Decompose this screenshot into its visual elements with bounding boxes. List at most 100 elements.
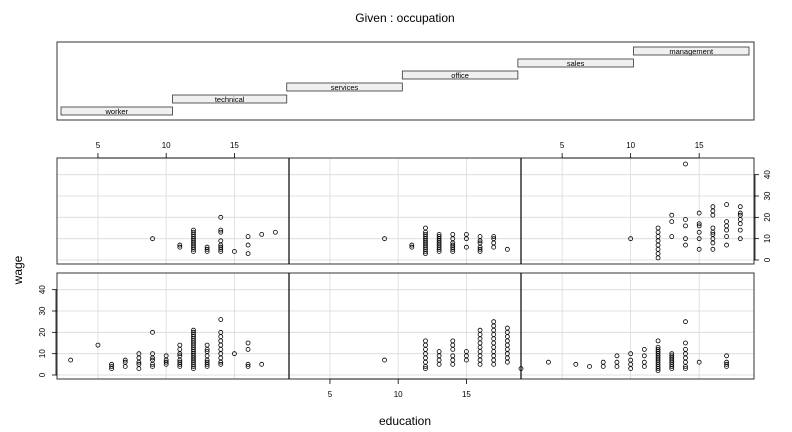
data-point (204, 246, 210, 252)
data-point (477, 353, 483, 359)
y-tick-label: 20 (38, 327, 47, 336)
given-panel-frame (56, 41, 755, 121)
data-point (204, 353, 210, 359)
data-point (683, 355, 688, 361)
data-point (150, 329, 155, 335)
data-point (655, 344, 661, 350)
x-tick-label: 5 (328, 390, 333, 399)
data-point (122, 364, 128, 369)
data-point (245, 251, 251, 257)
data-point (409, 242, 415, 248)
given-interval-label: services (331, 83, 359, 92)
data-point (600, 364, 606, 369)
data-point (669, 351, 675, 357)
data-point (710, 231, 716, 237)
data-point (724, 227, 729, 233)
x-tick-label: 10 (626, 141, 635, 150)
chart-title: Given : occupation (355, 11, 454, 25)
data-point (191, 227, 196, 233)
x-axis-label: education (379, 414, 431, 428)
data-point (491, 340, 497, 346)
data-point (491, 323, 497, 329)
data-point (491, 327, 497, 333)
data-point (423, 346, 428, 352)
data-point (724, 359, 729, 365)
data-point (150, 364, 155, 369)
data-point (669, 353, 675, 359)
data-point (450, 361, 456, 367)
data-point (655, 234, 661, 239)
data-point (245, 361, 251, 367)
data-point (696, 221, 702, 227)
data-point (450, 357, 456, 363)
data-point (655, 242, 661, 248)
data-point (641, 359, 647, 365)
data-point (204, 244, 210, 250)
data-point (136, 366, 142, 372)
x-tick-label: 10 (162, 141, 171, 150)
data-point (450, 338, 456, 344)
data-point (245, 242, 251, 248)
data-point (504, 334, 510, 340)
given-interval-label: sales (567, 59, 585, 68)
conditioning-panels (57, 158, 754, 379)
data-point (204, 359, 210, 365)
data-point (477, 332, 483, 337)
data-point (641, 353, 647, 359)
data-point (641, 364, 647, 369)
given-interval-label: office (451, 71, 469, 80)
data-point (259, 361, 265, 367)
panel-management (521, 158, 754, 264)
data-point (150, 236, 155, 242)
data-point (477, 234, 483, 239)
y-tick-label: 10 (38, 349, 47, 358)
data-point (710, 246, 716, 252)
data-point (423, 359, 428, 365)
data-point (232, 351, 237, 357)
data-point (272, 229, 278, 235)
data-point (737, 217, 743, 222)
x-tick-label: 5 (96, 141, 101, 150)
y-tick-label: 40 (38, 285, 47, 294)
data-point (477, 240, 483, 246)
data-point (737, 210, 743, 216)
y-axis-label: wage (11, 255, 25, 285)
data-point (641, 346, 647, 352)
data-point (737, 236, 743, 242)
data-point (724, 361, 729, 367)
data-point (655, 338, 661, 344)
data-point (504, 325, 510, 331)
y-tick-label: 0 (763, 257, 772, 262)
data-point (491, 357, 497, 363)
data-point (504, 338, 510, 344)
data-point (696, 359, 702, 365)
data-point (191, 329, 196, 335)
data-point (546, 359, 551, 365)
data-point (477, 246, 483, 252)
x-tick-label: 15 (230, 141, 239, 150)
data-point (491, 240, 497, 246)
data-point (628, 357, 634, 363)
data-point (218, 334, 224, 340)
axes: 5 10 15 5 10 15 5 10 15 0 10 20 30 40 0 10 20 30 40 (38, 141, 772, 399)
data-point (204, 342, 210, 348)
data-point (436, 234, 442, 239)
data-point (655, 225, 661, 231)
data-point (177, 342, 183, 348)
data-point (614, 359, 620, 365)
data-point (191, 327, 196, 333)
data-point (436, 361, 442, 367)
given-interval-bar (286, 82, 403, 92)
data-point (477, 361, 483, 367)
data-point (655, 346, 661, 352)
data-point (724, 234, 729, 239)
data-point (696, 246, 702, 252)
data-point (724, 353, 729, 359)
data-point (177, 346, 183, 352)
data-point (504, 346, 510, 352)
data-point (423, 355, 428, 361)
data-point (477, 340, 483, 346)
panel-technical (289, 273, 521, 379)
data-point (464, 244, 469, 250)
data-point (464, 349, 469, 354)
